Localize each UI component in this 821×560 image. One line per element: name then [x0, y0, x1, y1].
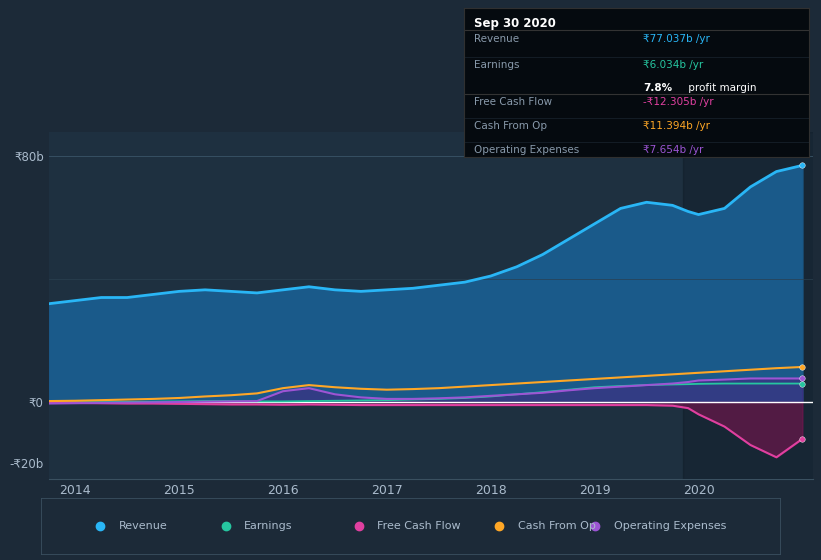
Text: Operating Expenses: Operating Expenses	[613, 521, 726, 531]
Text: Cash From Op: Cash From Op	[475, 121, 548, 131]
Text: -₹12.305b /yr: -₹12.305b /yr	[643, 97, 713, 108]
Text: Revenue: Revenue	[119, 521, 167, 531]
Text: profit margin: profit margin	[685, 83, 756, 92]
Text: Earnings: Earnings	[475, 60, 520, 71]
Text: Operating Expenses: Operating Expenses	[475, 145, 580, 155]
Text: ₹11.394b /yr: ₹11.394b /yr	[643, 121, 710, 131]
Text: ₹6.034b /yr: ₹6.034b /yr	[643, 60, 704, 71]
Text: Sep 30 2020: Sep 30 2020	[475, 17, 556, 30]
Bar	[683, 132, 821, 479]
Text: Earnings: Earnings	[245, 521, 293, 531]
Text: Free Cash Flow: Free Cash Flow	[475, 97, 553, 108]
Text: Cash From Op: Cash From Op	[518, 521, 595, 531]
Text: ₹77.037b /yr: ₹77.037b /yr	[643, 34, 710, 44]
Text: Revenue: Revenue	[475, 34, 520, 44]
Text: 7.8%: 7.8%	[643, 83, 672, 92]
Text: ₹7.654b /yr: ₹7.654b /yr	[643, 145, 704, 155]
Text: Free Cash Flow: Free Cash Flow	[378, 521, 461, 531]
